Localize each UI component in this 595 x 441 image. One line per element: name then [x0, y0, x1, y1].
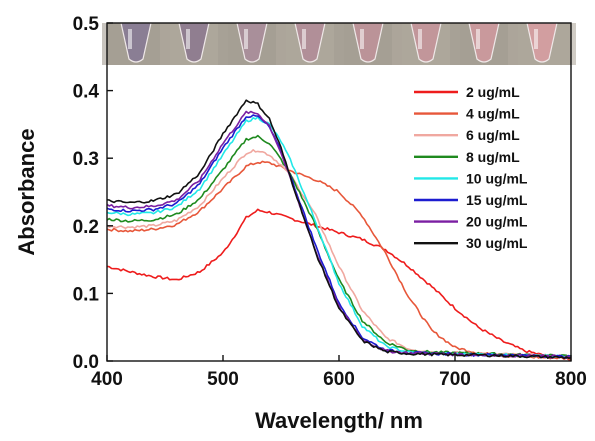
x-tick-label: 700 — [439, 369, 471, 390]
vial-highlight — [418, 29, 422, 49]
x-tick-label: 400 — [91, 369, 123, 390]
series-line-4 — [107, 134, 571, 358]
x-tick-label: 500 — [207, 369, 239, 390]
legend-label: 15 ug/mL — [466, 192, 528, 208]
axis-ticks: 400 500 600 700 800 0.0 0.1 0.2 0.3 0.4 0.5 — [73, 14, 587, 390]
y-tick-label: 0.3 — [73, 149, 99, 170]
series-line-8 — [107, 99, 571, 360]
vial-highlight — [128, 29, 132, 49]
vial-highlight — [476, 29, 480, 49]
vial-photo-inset — [102, 22, 576, 65]
legend-label: 30 ug/mL — [466, 235, 528, 251]
x-tick-label: 600 — [323, 369, 355, 390]
y-tick-label: 0.4 — [73, 82, 100, 103]
vial-highlight — [360, 29, 364, 49]
y-tick-label: 0.2 — [73, 217, 99, 238]
legend-label: 4 ug/mL — [466, 106, 520, 122]
y-tick-label: 0.0 — [73, 352, 99, 373]
series-line-1 — [107, 208, 571, 361]
series-layer — [107, 99, 571, 361]
legend-label: 6 ug/mL — [466, 127, 520, 143]
y-tick-label: 0.5 — [73, 14, 100, 35]
y-tick-label: 0.1 — [73, 284, 100, 305]
legend-label: 20 ug/mL — [466, 214, 528, 230]
legend-label: 10 ug/mL — [466, 170, 528, 186]
x-axis-title: Wavelength/ nm — [255, 408, 423, 433]
vial-highlight — [244, 29, 248, 49]
legend: 2 ug/mL 4 ug/mL 6 ug/mL 8 ug/mL 10 ug/mL 15 u… — [414, 84, 528, 251]
vial-highlight — [186, 29, 190, 49]
legend-label: 2 ug/mL — [466, 84, 520, 100]
vial-highlight — [302, 29, 306, 49]
y-axis-title: Absorbance — [14, 128, 39, 255]
x-tick-label: 800 — [555, 369, 587, 390]
vial-highlight — [534, 29, 538, 49]
legend-label: 8 ug/mL — [466, 149, 520, 165]
